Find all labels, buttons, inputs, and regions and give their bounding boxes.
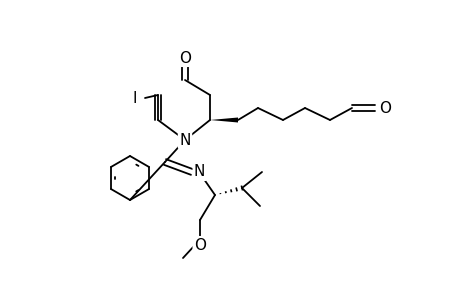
Text: N: N bbox=[194, 164, 205, 179]
Text: I: I bbox=[133, 91, 137, 106]
Text: O: O bbox=[179, 50, 190, 65]
Text: N: N bbox=[179, 133, 190, 148]
Text: O: O bbox=[378, 100, 390, 116]
Polygon shape bbox=[210, 118, 237, 122]
Text: O: O bbox=[194, 238, 206, 253]
